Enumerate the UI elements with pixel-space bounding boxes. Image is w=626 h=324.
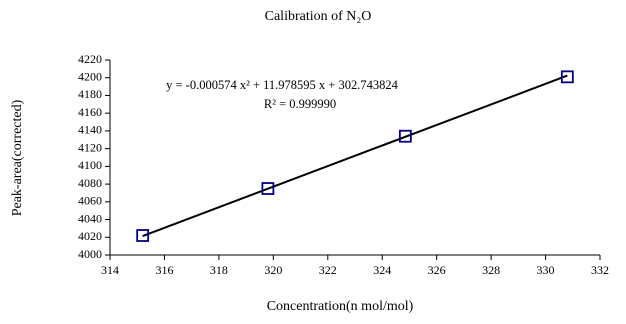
x-tick-label: 316 <box>155 263 173 277</box>
x-tick-label: 330 <box>537 263 555 277</box>
y-tick-label: 4220 <box>78 52 102 66</box>
marker <box>261 182 275 195</box>
x-tick-label: 332 <box>591 263 609 277</box>
marker <box>560 70 574 84</box>
y-tick-label: 4180 <box>78 87 102 101</box>
marker <box>398 129 412 143</box>
y-tick-label: 4060 <box>78 194 102 208</box>
x-tick-label: 318 <box>210 263 228 277</box>
x-tick-label: 322 <box>319 263 337 277</box>
x-axis-label: Concentration(n mol/mol) <box>267 299 414 314</box>
y-tick-label: 4000 <box>78 247 102 261</box>
y-tick-label: 4120 <box>78 140 102 154</box>
y-axis-label: Peak-area(corrected) <box>10 99 25 216</box>
y-tick-label: 4140 <box>78 123 102 137</box>
y-tick-label: 4160 <box>78 105 102 119</box>
y-tick-label: 4200 <box>78 69 102 83</box>
x-tick-label: 314 <box>101 263 119 277</box>
x-tick-label: 320 <box>264 263 282 277</box>
x-tick-label: 324 <box>373 263 391 277</box>
x-tick-label: 326 <box>428 263 446 277</box>
y-tick-label: 4100 <box>78 158 102 172</box>
chart-title: Calibration of N₂O <box>265 9 372 24</box>
equation: y = -0.000574 x² + 11.978595 x + 302.743… <box>166 78 398 92</box>
fit-line <box>142 74 568 237</box>
marker <box>136 229 150 242</box>
r-squared: R² = 0.999990 <box>264 97 336 111</box>
y-tick-label: 4020 <box>78 229 102 243</box>
y-tick-label: 4080 <box>78 176 102 190</box>
y-tick-label: 4040 <box>78 211 102 225</box>
x-tick-label: 328 <box>482 263 500 277</box>
